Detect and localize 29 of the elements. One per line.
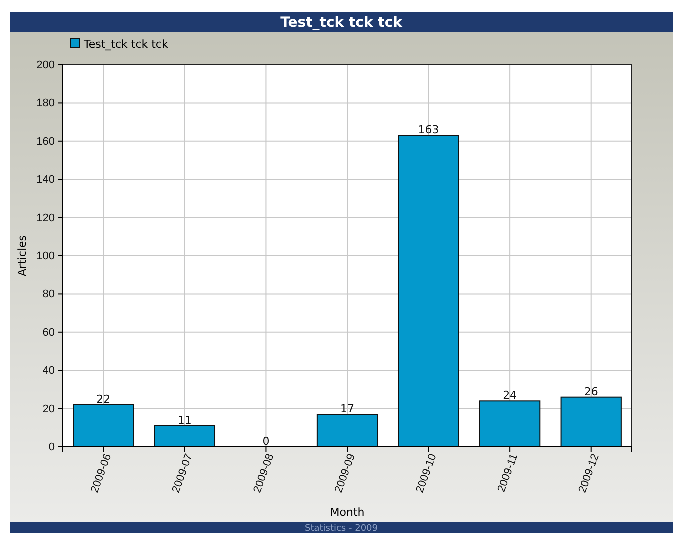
text: Statistics - 2009 (304, 524, 378, 533)
data-label: 26 (584, 385, 598, 398)
bar (316, 414, 378, 448)
data-label: 17 (340, 402, 354, 416)
y-tick-label: 80 (42, 288, 55, 301)
y-tick-label: 0 (48, 442, 55, 454)
y-tick-label: 180 (36, 98, 55, 110)
y-tick-label: 200 (36, 60, 55, 72)
bar (560, 396, 622, 448)
y-tick-label: 140 (36, 174, 55, 186)
y-tick-label: 160 (36, 136, 55, 148)
data-label: 163 (418, 124, 440, 137)
y-tick-label: 100 (36, 250, 55, 263)
data-label: 24 (503, 389, 518, 402)
y-axis-title: Articles (16, 235, 29, 277)
bar (398, 135, 460, 448)
data-label: 0 (262, 435, 270, 448)
y-tick-label: 20 (42, 403, 55, 416)
y-tick-label: 120 (36, 212, 55, 224)
bar (154, 425, 216, 448)
data-label: 11 (178, 414, 192, 427)
data-label: 22 (96, 392, 111, 406)
chart-title: Test_tck tck tck (280, 15, 404, 31)
bar (73, 404, 134, 448)
y-tick-label: 40 (42, 365, 55, 378)
bar (479, 400, 541, 448)
y-tick-label: 60 (42, 326, 55, 339)
x-axis-title: Month (330, 506, 365, 519)
legend-label: Test_tck tck tck (83, 38, 169, 51)
